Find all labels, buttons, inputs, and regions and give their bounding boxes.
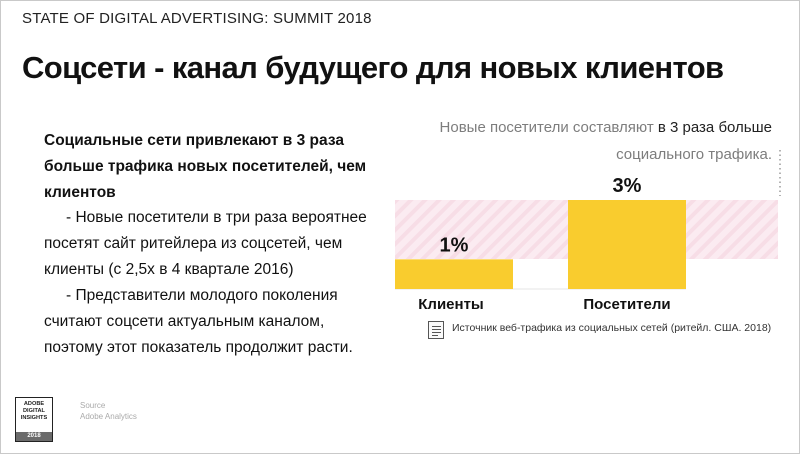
lead-statement: Социальные сети привлекают в 3 раза боль… bbox=[44, 132, 367, 201]
logo-year: 2018 bbox=[16, 432, 52, 441]
logo-line: INSIGHTS bbox=[20, 415, 48, 421]
adobe-digital-insights-logo: ADOBE DIGITAL INSIGHTS 2018 bbox=[15, 397, 53, 442]
category-label-1: Клиенты bbox=[418, 296, 483, 313]
category-label-2: Посетители bbox=[583, 296, 670, 313]
source-block: Source Adobe Analytics bbox=[80, 400, 137, 422]
document-icon bbox=[428, 321, 444, 339]
chart-title-text: Новые посетители составляют bbox=[439, 119, 658, 136]
logo-line: DIGITAL bbox=[23, 408, 45, 414]
logo-line: ADOBE bbox=[23, 401, 45, 407]
chart-title: Новые посетители составляют в 3 раза бол… bbox=[420, 114, 772, 168]
chart-title-text-2: социального трафика. bbox=[616, 146, 772, 163]
bullet-item: - Представители молодого поколения счита… bbox=[44, 287, 353, 356]
data-label-1: 1% bbox=[440, 234, 469, 256]
chart-source-note: Источник веб-трафика из социальных сетей… bbox=[452, 322, 772, 334]
bar-1 bbox=[395, 259, 513, 289]
bullet-item: - Новые посетители в три раза вероятнее … bbox=[44, 209, 367, 278]
bar-2 bbox=[568, 200, 686, 289]
data-label-2: 3% bbox=[613, 175, 642, 197]
source-value: Adobe Analytics bbox=[80, 412, 137, 421]
source-label: Source bbox=[80, 401, 106, 410]
event-header: STATE OF DIGITAL ADVERTISING: SUMMIT 201… bbox=[22, 10, 372, 27]
slide-title: Соцсети - канал будущего для новых клиен… bbox=[22, 50, 724, 85]
chart-title-emphasis: в 3 раза больше bbox=[657, 119, 772, 136]
bullet-list: - Новые посетители в три раза вероятнее … bbox=[44, 205, 384, 361]
